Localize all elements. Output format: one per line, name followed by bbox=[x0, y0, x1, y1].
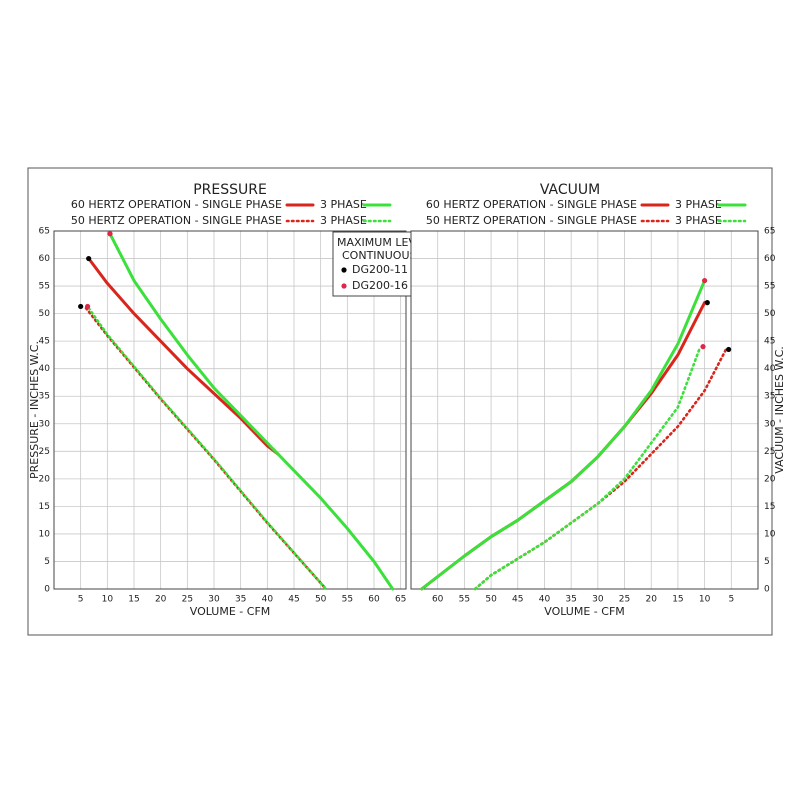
max-marker bbox=[85, 303, 91, 310]
x-tick-label: 45 bbox=[512, 595, 523, 605]
x-tick-label: 20 bbox=[646, 595, 658, 605]
y-tick-label: 65 bbox=[39, 227, 50, 237]
series-line bbox=[420, 279, 707, 591]
legend-marker bbox=[341, 267, 347, 273]
legend-label: 3 PHASE bbox=[675, 214, 722, 227]
y-tick-label: 40 bbox=[39, 364, 51, 374]
max-marker bbox=[78, 303, 84, 310]
x-tick-label: 30 bbox=[592, 595, 604, 605]
x-tick-label: 25 bbox=[182, 595, 193, 605]
y-tick-label: 25 bbox=[39, 447, 50, 457]
x-tick-label: 5 bbox=[728, 595, 734, 605]
legend-marker bbox=[341, 283, 347, 289]
y-tick-label: 20 bbox=[764, 474, 776, 484]
max-marker bbox=[704, 300, 710, 306]
max-marker bbox=[86, 255, 92, 262]
y-tick-label: 45 bbox=[764, 337, 775, 347]
legend-label: DG200-11 bbox=[352, 263, 408, 276]
x-tick-label: 15 bbox=[672, 595, 683, 605]
y-tick-label: 20 bbox=[39, 474, 51, 484]
y-tick-label: 25 bbox=[764, 447, 775, 457]
y-tick-label: 40 bbox=[764, 364, 776, 374]
series-line bbox=[87, 257, 280, 456]
y-tick-label: 50 bbox=[764, 309, 776, 319]
y-tick-label: 15 bbox=[764, 502, 775, 512]
y-tick-label: 5 bbox=[44, 557, 50, 567]
plot-border bbox=[410, 230, 759, 590]
y-axis-label: VACUUM - INCHES W.C. bbox=[773, 346, 786, 474]
max-marker bbox=[702, 277, 708, 284]
legend-label: 3 PHASE bbox=[320, 198, 367, 211]
legend-label: 3 PHASE bbox=[320, 214, 367, 227]
y-tick-label: 55 bbox=[764, 282, 775, 292]
x-tick-label: 35 bbox=[565, 595, 576, 605]
x-axis-label: VOLUME - CFM bbox=[544, 605, 625, 618]
chart-title: PRESSURE bbox=[193, 182, 267, 198]
x-tick-label: 45 bbox=[288, 595, 299, 605]
series-line bbox=[473, 348, 701, 591]
max-marker bbox=[107, 231, 113, 237]
y-tick-label: 35 bbox=[39, 392, 50, 402]
x-tick-label: 40 bbox=[539, 595, 551, 605]
legend-label: 60 HERTZ OPERATION - SINGLE PHASE bbox=[71, 198, 282, 211]
x-tick-label: 25 bbox=[619, 595, 630, 605]
legend-label: 50 HERTZ OPERATION - SINGLE PHASE bbox=[71, 214, 282, 227]
x-tick-label: 60 bbox=[432, 595, 444, 605]
x-tick-label: 55 bbox=[459, 595, 470, 605]
y-tick-label: 35 bbox=[764, 392, 775, 402]
y-tick-label: 0 bbox=[44, 585, 50, 595]
y-tick-label: 0 bbox=[764, 585, 770, 595]
legend-label: 60 HERTZ OPERATION - SINGLE PHASE bbox=[426, 198, 637, 211]
y-tick-label: 55 bbox=[39, 282, 50, 292]
y-tick-label: 60 bbox=[764, 254, 776, 264]
x-axis-label: VOLUME - CFM bbox=[190, 605, 271, 618]
series-line bbox=[108, 232, 395, 591]
x-tick-label: 35 bbox=[235, 595, 246, 605]
y-tick-label: 30 bbox=[39, 419, 51, 429]
plot-border bbox=[53, 230, 407, 590]
plot-area bbox=[410, 230, 759, 590]
y-axis-label: PRESSURE - INCHES W.C. bbox=[28, 341, 41, 479]
y-tick-label: 15 bbox=[39, 502, 50, 512]
x-tick-label: 50 bbox=[485, 595, 497, 605]
legend-label: 50 HERTZ OPERATION - SINGLE PHASE bbox=[426, 214, 637, 227]
x-tick-label: 10 bbox=[699, 595, 711, 605]
x-tick-label: 65 bbox=[395, 595, 406, 605]
x-tick-label: 15 bbox=[128, 595, 139, 605]
x-tick-label: 55 bbox=[342, 595, 353, 605]
x-tick-label: 10 bbox=[102, 595, 114, 605]
y-tick-label: 30 bbox=[764, 419, 776, 429]
y-tick-label: 10 bbox=[39, 529, 51, 539]
x-tick-label: 50 bbox=[315, 595, 327, 605]
y-tick-label: 5 bbox=[764, 557, 770, 567]
y-tick-label: 60 bbox=[39, 254, 51, 264]
y-tick-label: 10 bbox=[764, 529, 776, 539]
y-tick-label: 45 bbox=[39, 337, 50, 347]
x-tick-label: 30 bbox=[208, 595, 220, 605]
chart-title: VACUUM bbox=[540, 182, 600, 198]
y-tick-label: 65 bbox=[764, 227, 775, 237]
x-tick-label: 60 bbox=[368, 595, 380, 605]
x-tick-label: 5 bbox=[78, 595, 84, 605]
x-tick-label: 20 bbox=[155, 595, 167, 605]
max-marker bbox=[700, 344, 706, 350]
legend-label: 3 PHASE bbox=[675, 198, 722, 211]
x-tick-label: 40 bbox=[262, 595, 274, 605]
max-marker bbox=[726, 346, 732, 353]
series-line bbox=[87, 306, 328, 591]
y-tick-label: 50 bbox=[39, 309, 51, 319]
